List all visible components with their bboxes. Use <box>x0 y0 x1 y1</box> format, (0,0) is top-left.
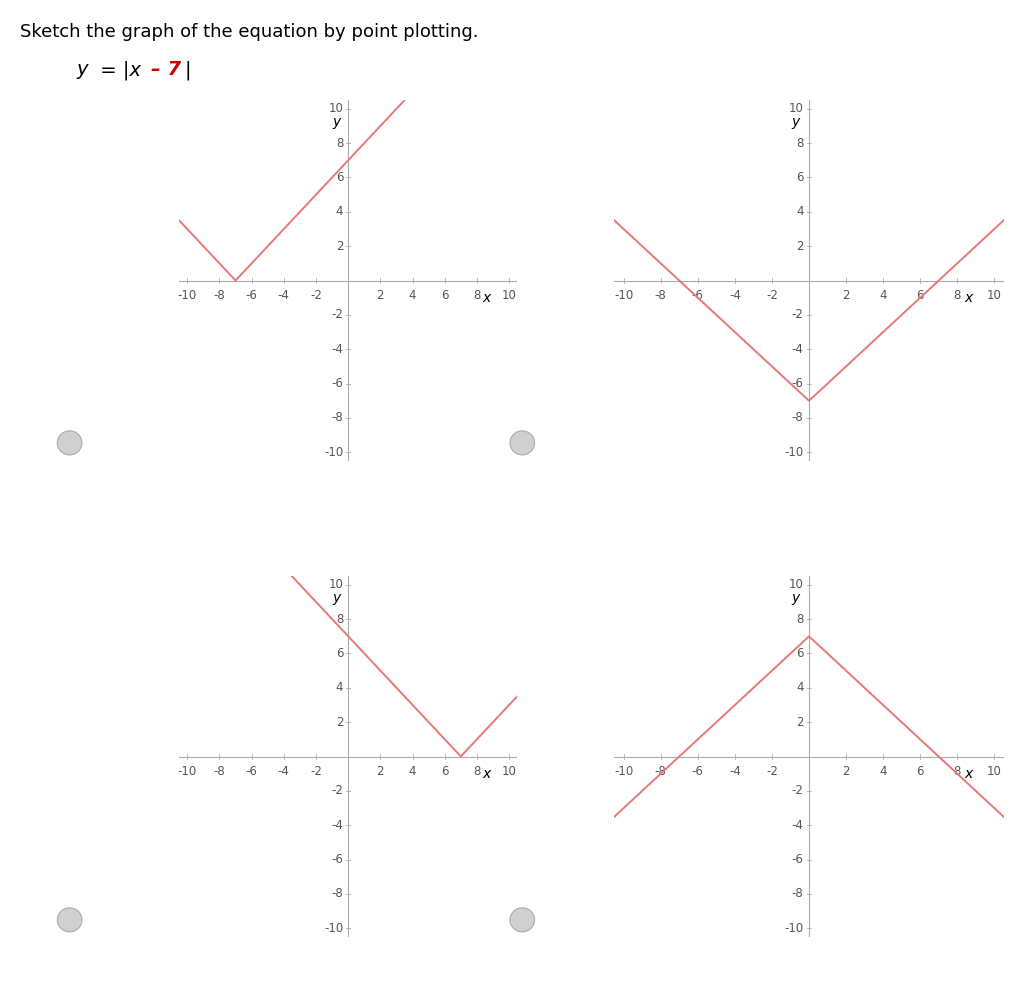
Text: -4: -4 <box>792 343 804 356</box>
Text: -2: -2 <box>792 309 804 322</box>
Text: x: x <box>482 767 490 781</box>
Text: 10: 10 <box>788 102 804 115</box>
Text: y: y <box>332 115 340 129</box>
Text: 10: 10 <box>502 290 516 303</box>
Text: 6: 6 <box>336 171 343 184</box>
Text: 10: 10 <box>329 578 343 591</box>
Text: -8: -8 <box>214 766 225 779</box>
Text: 4: 4 <box>409 290 417 303</box>
Text: -10: -10 <box>784 922 804 935</box>
Text: – 7: – 7 <box>151 60 180 79</box>
Text: -2: -2 <box>310 290 322 303</box>
Text: 8: 8 <box>336 136 343 149</box>
Text: 2: 2 <box>796 239 804 253</box>
Text: -8: -8 <box>792 412 804 425</box>
Text: -2: -2 <box>766 290 778 303</box>
Text: 2: 2 <box>336 239 343 253</box>
Text: 8: 8 <box>473 766 480 779</box>
Text: 8: 8 <box>953 766 961 779</box>
Text: x: x <box>482 291 490 305</box>
Text: 2: 2 <box>336 715 343 728</box>
Text: 2: 2 <box>377 290 384 303</box>
Text: 2: 2 <box>843 290 850 303</box>
Text: -8: -8 <box>332 888 343 901</box>
Text: -4: -4 <box>278 766 290 779</box>
Text: 8: 8 <box>953 290 961 303</box>
Text: 4: 4 <box>796 681 804 694</box>
Text: |: | <box>184 60 190 79</box>
Text: 4: 4 <box>336 205 343 218</box>
Text: 8: 8 <box>473 290 480 303</box>
Text: 6: 6 <box>441 290 449 303</box>
Text: -10: -10 <box>177 766 197 779</box>
Text: 8: 8 <box>336 612 343 625</box>
Text: 2: 2 <box>796 715 804 728</box>
Text: -8: -8 <box>655 290 667 303</box>
Text: -8: -8 <box>214 290 225 303</box>
Text: 4: 4 <box>336 681 343 694</box>
Text: 10: 10 <box>987 290 1001 303</box>
Text: y: y <box>792 115 800 129</box>
Text: 4: 4 <box>796 205 804 218</box>
Text: -4: -4 <box>792 819 804 832</box>
Text: -8: -8 <box>792 888 804 901</box>
Text: 2: 2 <box>377 766 384 779</box>
Text: 6: 6 <box>336 647 343 660</box>
Text: -8: -8 <box>332 412 343 425</box>
Text: 6: 6 <box>916 766 924 779</box>
Text: 4: 4 <box>880 290 887 303</box>
Text: -2: -2 <box>792 785 804 798</box>
Text: 10: 10 <box>329 102 343 115</box>
Text: -6: -6 <box>792 377 804 390</box>
Text: 10: 10 <box>502 766 516 779</box>
Text: 4: 4 <box>880 766 887 779</box>
Text: -10: -10 <box>177 290 197 303</box>
Text: -6: -6 <box>332 853 343 866</box>
Text: = |x: = |x <box>94 60 147 79</box>
Text: -6: -6 <box>246 290 258 303</box>
Text: -6: -6 <box>692 290 703 303</box>
Text: 4: 4 <box>409 766 417 779</box>
Text: -10: -10 <box>784 446 804 459</box>
Text: -6: -6 <box>246 766 258 779</box>
Text: 10: 10 <box>987 766 1001 779</box>
Text: -4: -4 <box>332 819 343 832</box>
Text: x: x <box>965 767 973 781</box>
Text: -4: -4 <box>729 766 740 779</box>
Text: 6: 6 <box>441 766 449 779</box>
Text: 8: 8 <box>796 136 804 149</box>
Text: -6: -6 <box>332 377 343 390</box>
Text: -6: -6 <box>792 853 804 866</box>
Text: 2: 2 <box>843 766 850 779</box>
Text: -10: -10 <box>324 446 343 459</box>
Text: -6: -6 <box>692 766 703 779</box>
Text: -2: -2 <box>332 309 343 322</box>
Text: y: y <box>77 60 88 79</box>
Text: -8: -8 <box>655 766 667 779</box>
Text: -4: -4 <box>332 343 343 356</box>
Text: 10: 10 <box>788 578 804 591</box>
Text: Sketch the graph of the equation by point plotting.: Sketch the graph of the equation by poin… <box>20 23 479 41</box>
Text: y: y <box>332 591 340 605</box>
Text: -10: -10 <box>324 922 343 935</box>
Text: 6: 6 <box>796 647 804 660</box>
Text: y: y <box>792 591 800 605</box>
Text: 6: 6 <box>916 290 924 303</box>
Text: 8: 8 <box>796 612 804 625</box>
Text: x: x <box>965 291 973 305</box>
Text: -4: -4 <box>729 290 740 303</box>
Text: -2: -2 <box>766 766 778 779</box>
Text: -10: -10 <box>614 290 633 303</box>
Text: 6: 6 <box>796 171 804 184</box>
Text: -4: -4 <box>278 290 290 303</box>
Text: -10: -10 <box>614 766 633 779</box>
Text: -2: -2 <box>332 785 343 798</box>
Text: -2: -2 <box>310 766 322 779</box>
